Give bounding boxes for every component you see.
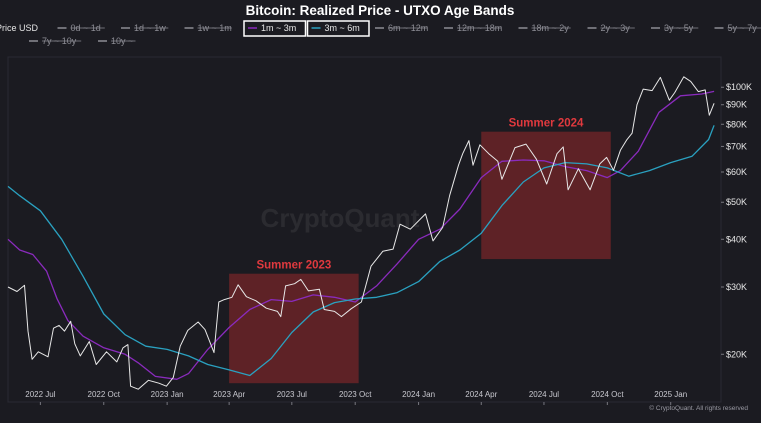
x-tick-label-2024-oct: 2024 Oct xyxy=(591,390,624,399)
highlight-box-summer-2024 xyxy=(481,132,611,259)
credit-text: © CryptoQuant. All rights reserved xyxy=(649,404,748,412)
y-tick-label-100k: $100K xyxy=(726,82,752,92)
x-tick-label-2023-jan: 2023 Jan xyxy=(151,390,184,399)
highlight-box-summer-2023 xyxy=(229,274,359,383)
legend-label: Price USD xyxy=(0,23,39,33)
legend-label: 1m ~ 3m xyxy=(261,23,296,33)
y-tick-label-90k: $90K xyxy=(726,100,747,110)
x-tick-label-2025-jan: 2025 Jan xyxy=(654,390,687,399)
x-tick-label-2024-apr: 2024 Apr xyxy=(465,390,497,399)
annotation-label-summer-2024: Summer 2024 xyxy=(509,118,584,130)
y-tick-label-40k: $40K xyxy=(726,234,747,244)
y-tick-label-80k: $80K xyxy=(726,119,747,129)
x-tick-label-2023-apr: 2023 Apr xyxy=(213,390,245,399)
legend-item-price-usd[interactable]: Price USD xyxy=(0,23,39,33)
watermark: CryptoQuant xyxy=(261,203,420,233)
annotation-label-summer-2023: Summer 2023 xyxy=(256,260,331,272)
legend-label: 3m ~ 6m xyxy=(325,23,360,33)
y-tick-label-20k: $20K xyxy=(726,349,747,359)
y-tick-label-50k: $50K xyxy=(726,197,747,207)
x-tick-label-2023-oct: 2023 Oct xyxy=(339,390,372,399)
chart-title: Bitcoin: Realized Price - UTXO Age Bands xyxy=(246,3,515,18)
x-tick-label-2023-jul: 2023 Jul xyxy=(277,390,307,399)
x-tick-label-2022-oct: 2022 Oct xyxy=(88,390,121,399)
y-tick-label-30k: $30K xyxy=(726,282,747,292)
x-tick-label-2024-jul: 2024 Jul xyxy=(529,390,559,399)
x-tick-label-2024-jan: 2024 Jan xyxy=(402,390,435,399)
y-tick-label-70k: $70K xyxy=(726,141,747,151)
x-tick-label-2022-jul: 2022 Jul xyxy=(25,390,55,399)
y-tick-label-60k: $60K xyxy=(726,167,747,177)
